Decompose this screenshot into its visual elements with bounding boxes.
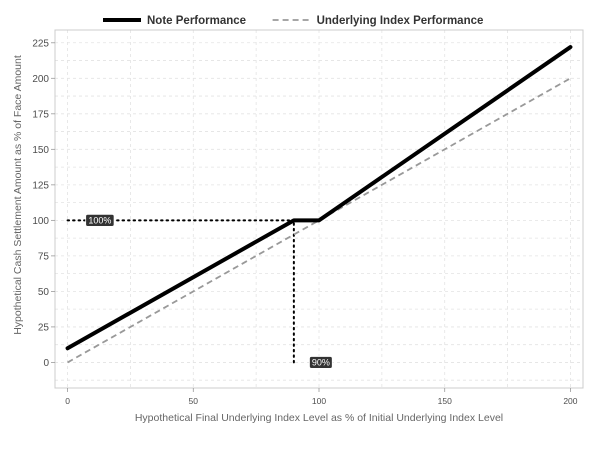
plot-panel-border bbox=[54, 29, 584, 389]
y-axis-title: Hypothetical Cash Settlement Amount as %… bbox=[12, 55, 24, 335]
legend: Note Performance Underlying Index Perform… bbox=[103, 15, 483, 27]
y-tick-label: 100 bbox=[32, 216, 49, 227]
y-tick-label: 125 bbox=[32, 180, 49, 191]
y-tick-label: 0 bbox=[43, 358, 49, 369]
annotation-box bbox=[309, 356, 333, 369]
x-tick-label: 0 bbox=[65, 396, 70, 406]
note-performance-line bbox=[65, 45, 573, 351]
y-tick-label: 75 bbox=[38, 251, 50, 262]
annotation-box bbox=[85, 213, 115, 227]
annotation-label: 100% bbox=[88, 216, 111, 226]
x-axis-ticks: 0 50 100 150 200 bbox=[65, 388, 578, 406]
x-axis-title: Hypothetical Final Underlying Index Leve… bbox=[135, 412, 503, 424]
series-lines bbox=[65, 45, 573, 364]
y-tick-label: 150 bbox=[32, 145, 49, 156]
annotation-label: 90% bbox=[312, 358, 330, 368]
y-tick-label: 50 bbox=[38, 287, 50, 298]
grid bbox=[55, 30, 583, 388]
x-tick-label: 200 bbox=[563, 396, 577, 406]
y-tick-label: 200 bbox=[32, 74, 49, 85]
y-axis-ticks: 0 25 50 75 100 125 150 175 200 225 bbox=[32, 38, 55, 369]
y-tick-label: 25 bbox=[38, 322, 50, 333]
legend-label: Note Performance bbox=[147, 15, 246, 27]
underlying-index-line bbox=[67, 77, 571, 364]
y-tick-label: 175 bbox=[32, 109, 49, 120]
x-tick-label: 100 bbox=[312, 396, 326, 406]
x-tick-label: 50 bbox=[189, 396, 199, 406]
y-tick-label: 225 bbox=[32, 38, 49, 49]
legend-label: Underlying Index Performance bbox=[317, 15, 484, 27]
annotations: 100% 90% bbox=[85, 213, 333, 369]
x-tick-label: 150 bbox=[438, 396, 452, 406]
